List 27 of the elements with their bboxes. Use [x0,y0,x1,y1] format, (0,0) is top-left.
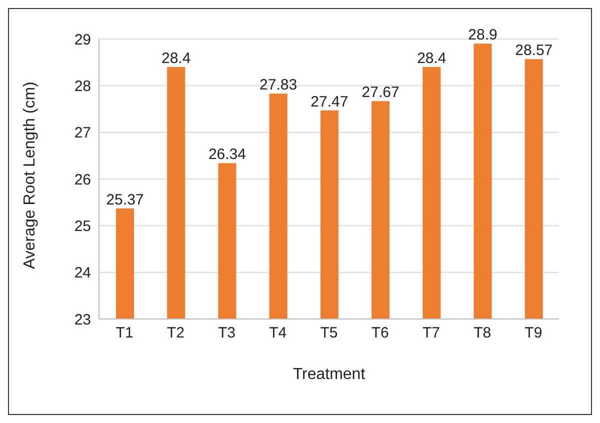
data-label: 27.67 [362,84,400,102]
y-axis-title: Average Root Length (cm) [22,82,39,269]
x-tick-label: T5 [320,324,338,342]
x-tick-label: T1 [116,324,134,342]
x-tick-label: T7 [422,324,440,342]
x-tick-label: T4 [269,324,287,342]
data-label: 28.4 [162,50,191,67]
y-tick-label: 25 [74,218,91,235]
data-label: 27.83 [260,76,298,94]
x-axis-title: Treatment [292,366,366,383]
y-tick-label: 26 [74,171,91,188]
y-tick-label: 27 [74,124,91,142]
data-label: 27.47 [310,93,348,110]
y-tick-label: 29 [74,31,91,48]
data-label: 28.4 [417,50,446,67]
y-tick-label: 28 [74,78,91,95]
x-tick-label: T3 [218,324,236,342]
y-tick-label: 23 [74,311,91,328]
x-tick-label: T2 [166,324,184,342]
x-tick-label: T9 [524,324,542,342]
x-tick-label: T6 [371,324,389,342]
data-label: 25.37 [106,191,144,208]
data-label: 28.9 [468,26,498,44]
data-label: 26.34 [208,146,246,164]
x-tick-label: T8 [474,324,492,342]
y-tick-label: 24 [74,264,91,282]
data-label: 28.57 [515,42,553,60]
